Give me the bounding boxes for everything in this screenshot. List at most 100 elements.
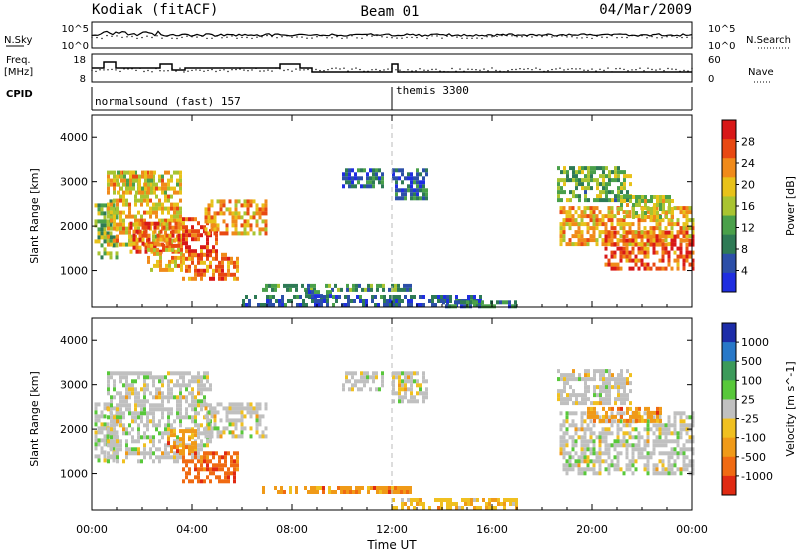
data-cell [176,445,179,450]
data-cell [170,407,173,412]
data-cell [249,223,253,228]
data-cell [569,166,572,171]
nsearch-dot [306,37,308,39]
data-cell [577,459,581,464]
data-cell [670,431,674,436]
data-cell [206,443,209,448]
data-cell [676,435,680,440]
data-cell [378,180,381,185]
data-cell [228,199,232,204]
data-cell [301,283,304,288]
data-cell [599,385,602,390]
data-cell [512,502,515,506]
data-cell [224,272,227,277]
data-cell [685,439,689,444]
data-cell [234,215,238,220]
nsearch-dot [116,35,118,37]
data-cell [132,245,136,250]
data-cell [635,410,638,415]
nsearch-dot [636,35,638,37]
data-cell [568,459,572,464]
data-cell [314,299,317,303]
nsky-label: N.Sky [4,35,32,46]
data-cell [565,467,569,472]
data-cell [367,287,370,292]
data-cell [135,174,138,179]
data-cell [381,180,384,185]
data-cell [665,215,668,219]
data-cell [566,401,569,406]
data-cell [113,214,116,219]
data-cell [283,283,286,288]
data-cell [258,406,262,411]
data-cell [164,443,167,448]
data-cell [113,170,116,175]
data-cell [128,423,131,428]
nsky-panel: N.Sky 10^5 10^0 10^5 10^0 N.Search [4,21,791,52]
data-cell [167,379,170,384]
data-cell [113,387,116,392]
data-cell [218,475,221,480]
data-cell [109,251,113,256]
data-cell [607,238,611,243]
data-cell [263,303,266,307]
data-cell [103,227,107,232]
data-cell [109,231,113,236]
scatter-region-18 [617,195,674,219]
nsearch-dot [326,37,328,39]
data-cell [437,498,440,502]
data-cell [563,178,566,183]
nave-dot [339,68,341,70]
data-cell [592,423,596,428]
data-cell [664,234,668,239]
data-cell [369,180,372,185]
y-tick-label: 2000 [60,220,88,233]
data-cell [670,463,674,468]
data-cell [691,258,695,263]
data-cell [100,207,104,212]
data-cell [213,215,217,220]
data-cell [602,373,605,378]
nsky-tick-bottom: 10^0 [62,41,89,52]
data-cell [643,447,647,452]
data-cell [623,401,626,406]
data-cell [231,418,235,423]
data-cell [206,467,209,472]
data-cell [173,202,176,207]
data-cell [161,206,164,211]
data-cell [401,371,404,376]
nave-dot [691,67,693,70]
scatter-region-5 [147,243,183,272]
data-cell [586,222,590,227]
data-cell [155,182,158,187]
nave-dot [503,71,505,73]
data-cell [631,246,635,251]
data-cell [162,267,165,272]
data-cell [375,375,378,380]
data-cell [346,283,349,288]
data-cell [632,215,635,219]
data-cell [589,210,593,215]
data-cell [168,247,171,252]
data-cell [94,430,98,435]
data-cell [204,207,208,212]
data-cell [608,170,611,175]
data-cell [655,238,659,243]
data-cell [598,447,602,452]
data-cell [209,459,212,464]
data-cell [407,375,410,380]
data-cell [126,190,129,195]
data-cell [631,266,635,271]
data-cell [246,199,250,204]
data-cell [252,211,256,216]
data-cell [366,180,369,185]
data-cell [434,295,437,299]
data-cell [634,242,638,247]
data-cell [240,422,244,427]
data-cell [179,186,182,191]
data-cell [661,218,665,223]
data-cell [234,434,238,439]
data-cell [147,243,150,248]
data-cell [197,475,200,480]
data-cell [407,506,410,510]
